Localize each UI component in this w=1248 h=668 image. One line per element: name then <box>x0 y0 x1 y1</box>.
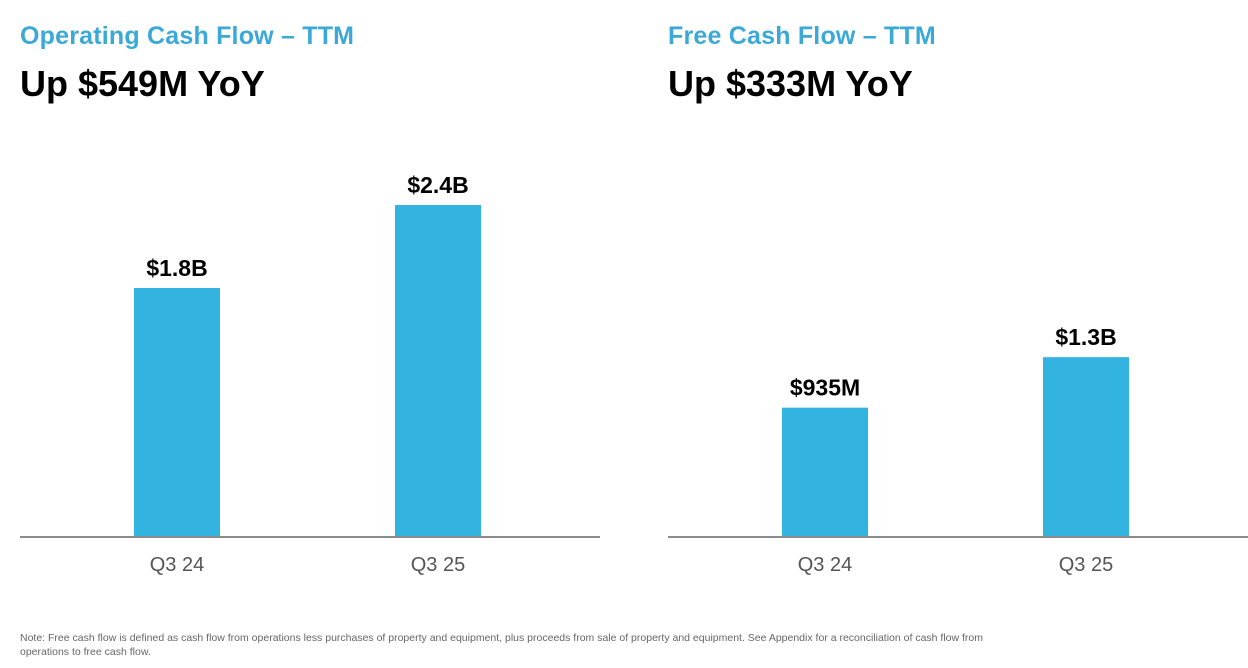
data-label: $935M <box>790 375 860 401</box>
operating-cash-flow-panel: Operating Cash Flow – TTM Up $549M YoY $… <box>20 0 600 600</box>
data-label: $1.3B <box>1055 324 1116 350</box>
operating-cash-flow-chart: $1.8B Q3 24 $2.4B Q3 25 <box>20 172 600 576</box>
bar-q3-24 <box>134 288 220 537</box>
free-cash-flow-chart: $935M Q3 24 $1.3B Q3 25 <box>668 324 1248 576</box>
data-label: $1.8B <box>146 255 207 281</box>
data-label: $2.4B <box>407 172 468 198</box>
x-tick-label: Q3 24 <box>150 554 204 576</box>
x-tick-label: Q3 25 <box>411 554 465 576</box>
bar-q3-25 <box>395 205 481 537</box>
chart-subtitle: Up $549M YoY <box>20 63 265 104</box>
bar-q3-24 <box>782 407 868 537</box>
x-tick-label: Q3 25 <box>1059 554 1113 576</box>
bar-q3-25 <box>1043 357 1129 537</box>
x-tick-label: Q3 24 <box>798 554 852 576</box>
footnote: Note: Free cash flow is defined as cash … <box>20 632 984 658</box>
chart-title: Free Cash Flow – TTM <box>668 22 936 50</box>
free-cash-flow-panel: Free Cash Flow – TTM Up $333M YoY $935M Q… <box>668 0 1248 600</box>
chart-title: Operating Cash Flow – TTM <box>20 22 355 50</box>
chart-subtitle: Up $333M YoY <box>668 63 913 104</box>
